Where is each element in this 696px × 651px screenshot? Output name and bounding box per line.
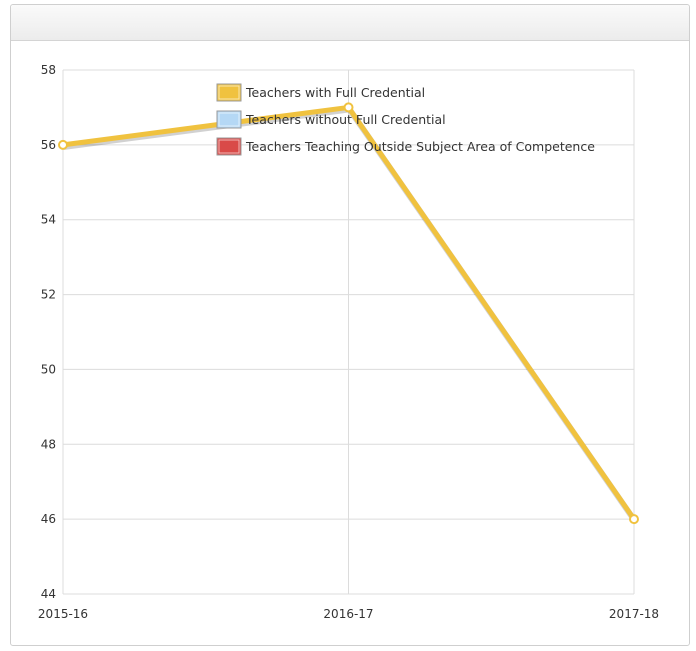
legend-label: Teachers with Full Credential — [245, 85, 425, 100]
y-tick-label: 54 — [41, 213, 56, 227]
legend-swatch — [216, 110, 242, 129]
series-line-shadow — [63, 106, 638, 523]
panel-header — [11, 5, 689, 41]
legend-swatch-highlight — [218, 112, 240, 127]
y-tick-label: 50 — [41, 362, 56, 376]
legend[interactable]: Teachers with Full Credential Teachers wi… — [216, 83, 595, 156]
legend-swatch-highlight — [218, 85, 240, 100]
legend-label: Teachers Teaching Outside Subject Area o… — [245, 139, 595, 154]
legend-swatch-highlight — [218, 139, 240, 154]
y-tick-label: 52 — [41, 288, 56, 302]
series-lines — [58, 102, 639, 525]
y-tick-label: 44 — [41, 587, 56, 601]
legend-swatch — [216, 137, 242, 156]
y-tick-label: 46 — [41, 512, 56, 526]
y-tick-label: 58 — [41, 63, 56, 77]
data-point — [58, 139, 68, 150]
data-point — [343, 102, 354, 113]
x-tick-label: 2015-16 — [38, 607, 88, 621]
grid-lines — [62, 69, 635, 595]
legend-swatch — [216, 83, 242, 102]
y-tick-label: 48 — [41, 437, 56, 451]
x-axis-ticks: 2015-16 2016-17 2017-18 — [38, 607, 659, 621]
x-tick-label: 2016-17 — [323, 607, 373, 621]
data-point — [629, 514, 639, 525]
y-axis-ticks: 44 46 48 50 52 54 56 58 — [41, 63, 56, 601]
y-tick-label: 56 — [41, 138, 56, 152]
x-tick-label: 2017-18 — [609, 607, 659, 621]
legend-label: Teachers without Full Credential — [245, 112, 446, 127]
